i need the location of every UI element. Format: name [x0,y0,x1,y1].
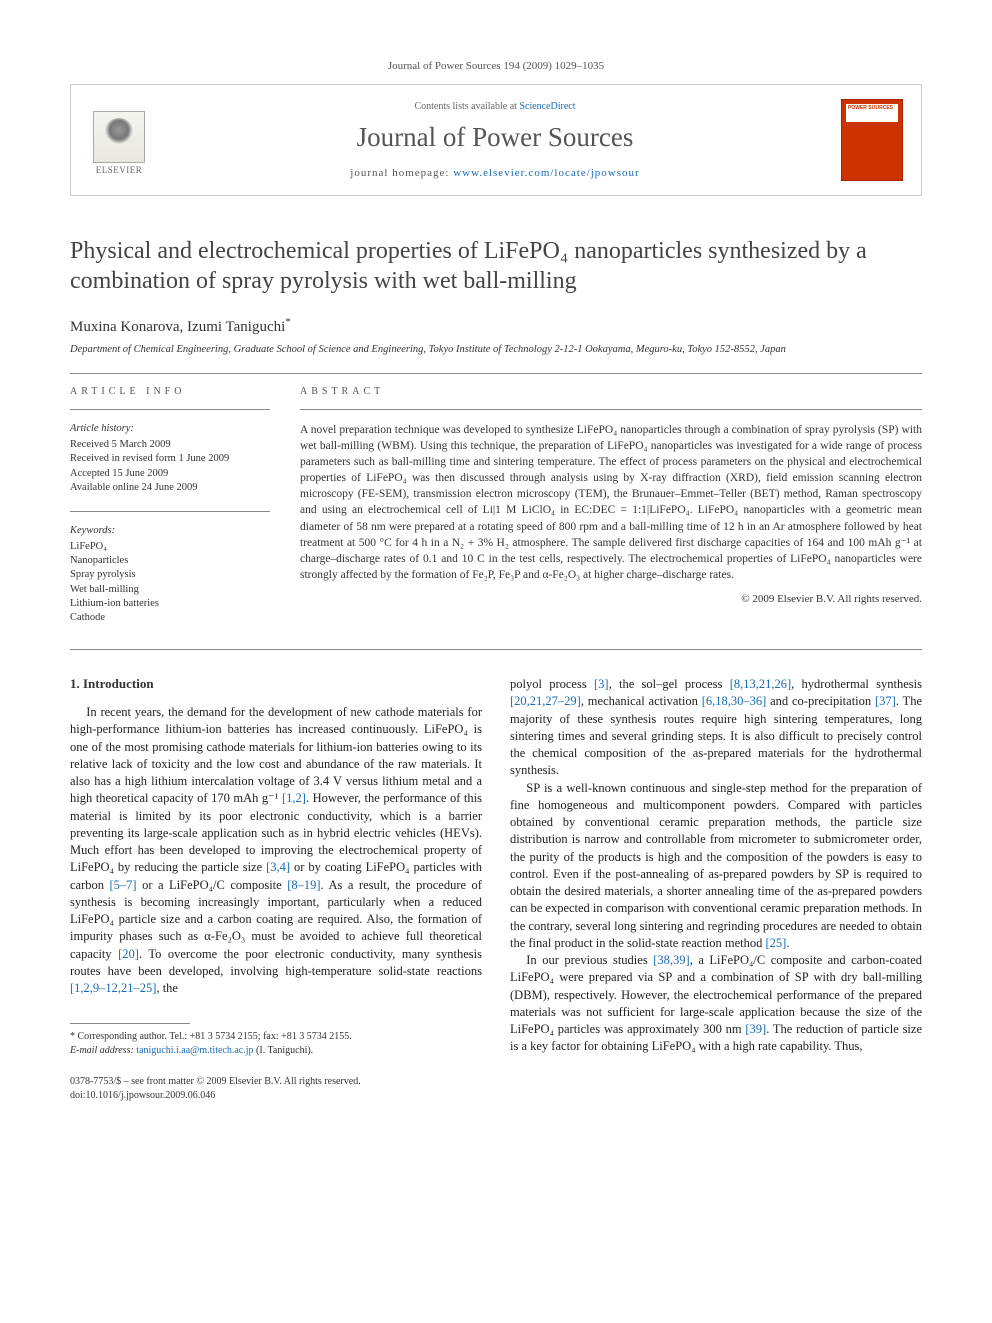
section-heading: 1. Introduction [70,676,482,692]
sciencedirect-link[interactable]: ScienceDirect [519,101,575,112]
divider [300,409,922,410]
affiliation: Department of Chemical Engineering, Grad… [70,344,922,355]
email-suffix: (I. Taniguchi). [254,1045,314,1056]
article-history: Article history: Received 5 March 2009 R… [70,422,270,495]
left-column: 1. Introduction In recent years, the dem… [70,676,482,1102]
issn-line: 0378-7753/$ – see front matter © 2009 El… [70,1075,482,1089]
doi-line: doi:10.1016/j.jpowsour.2009.06.046 [70,1089,482,1103]
article-info-label: ARTICLE INFO [70,386,270,397]
header-center: Contents lists available at ScienceDirec… [167,101,823,179]
article-info-column: ARTICLE INFO Article history: Received 5… [70,386,270,641]
homepage-prefix: journal homepage: [350,167,453,179]
abstract-column: ABSTRACT A novel preparation technique w… [300,386,922,641]
body-paragraph: In recent years, the demand for the deve… [70,704,482,997]
keyword: Nanoparticles [70,554,270,568]
article-title: Physical and electrochemical properties … [70,236,922,296]
abstract-label: ABSTRACT [300,386,922,397]
divider [70,409,270,410]
journal-cover-thumbnail [841,99,903,181]
history-heading: Article history: [70,422,270,436]
keyword: Wet ball-milling [70,583,270,597]
keywords-heading: Keywords: [70,524,270,538]
keyword: LiFePO₄ [70,540,270,554]
meta-row: ARTICLE INFO Article history: Received 5… [70,386,922,641]
keyword: Lithium-ion batteries [70,597,270,611]
body-columns: 1. Introduction In recent years, the dem… [70,676,922,1102]
elsevier-logo: ELSEVIER [89,105,149,175]
abstract-copyright: © 2009 Elsevier B.V. All rights reserved… [300,593,922,605]
keyword: Spray pyrolysis [70,568,270,582]
email-label: E-mail address: [70,1045,136,1056]
divider [70,373,922,374]
email-link[interactable]: taniguchi.i.aa@m.titech.ac.jp [136,1045,253,1056]
corresponding-footnote: * Corresponding author. Tel.: +81 3 5734… [70,1030,482,1044]
journal-name: Journal of Power Sources [167,122,823,153]
elsevier-tree-icon [93,111,145,163]
divider [70,511,270,512]
contents-line: Contents lists available at ScienceDirec… [167,101,823,112]
keywords-block: Keywords: LiFePO₄ Nanoparticles Spray py… [70,524,270,625]
right-column: polyol process [3], the sol–gel process … [510,676,922,1102]
homepage-line: journal homepage: www.elsevier.com/locat… [167,167,823,179]
top-citation: Journal of Power Sources 194 (2009) 1029… [70,60,922,72]
body-paragraph: polyol process [3], the sol–gel process … [510,676,922,780]
authors: Muxina Konarova, Izumi Taniguchi* [70,316,922,336]
body-paragraph: In our previous studies [38,39], a LiFeP… [510,952,922,1056]
author-names: Muxina Konarova, Izumi Taniguchi [70,319,285,335]
abstract-text: A novel preparation technique was develo… [300,422,922,583]
publisher-name: ELSEVIER [96,165,143,175]
corresponding-marker: * [285,316,291,328]
journal-header-box: ELSEVIER Contents lists available at Sci… [70,84,922,196]
homepage-link[interactable]: www.elsevier.com/locate/jpowsour [453,167,639,179]
contents-prefix: Contents lists available at [414,101,519,112]
history-line: Received in revised form 1 June 2009 [70,452,270,466]
page: Journal of Power Sources 194 (2009) 1029… [0,0,992,1142]
history-line: Received 5 March 2009 [70,438,270,452]
history-line: Available online 24 June 2009 [70,481,270,495]
history-line: Accepted 15 June 2009 [70,467,270,481]
divider [70,649,922,650]
email-footnote: E-mail address: taniguchi.i.aa@m.titech.… [70,1044,482,1058]
footnote-separator [70,1023,190,1024]
keyword: Cathode [70,611,270,625]
body-paragraph: SP is a well-known continuous and single… [510,780,922,953]
